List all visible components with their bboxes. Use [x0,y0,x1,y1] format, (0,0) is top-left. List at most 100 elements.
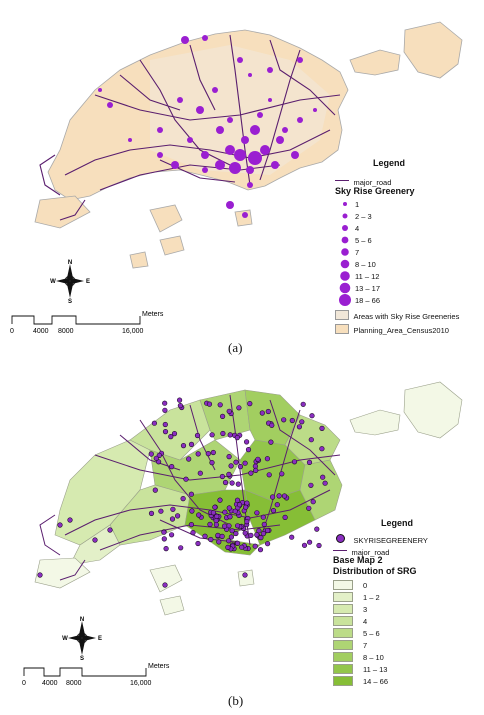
sky-rise-greenery-point [234,149,246,161]
caption-a: (a) [228,340,243,355]
skyrisegreenery-point [219,473,225,480]
skyrisegreenery-point [163,546,169,552]
compass-west-label: W [50,279,56,285]
graduated-circle-symbol [341,248,349,256]
skyrisegreenery-point [291,459,298,465]
color-swatch [333,640,353,650]
skyrisegreenery-point [107,527,113,533]
sky-rise-greenery-point [237,57,243,63]
skyrisegreenery-point [217,497,223,503]
skyrisegreenery-point [217,402,223,408]
skyrisegreenery-point [161,536,167,542]
skyrisegreenery-point [296,424,303,430]
scale-bar-a: Meters 0 4000 8000 16,000 [10,311,164,335]
southern-island [159,235,185,256]
legend-classes: 1 2 – 3 4 5 – 6 7 8 – 10 11 – 12 13 – 17 18 – 66 [335,198,484,306]
skyrisegreenery-point [260,531,267,537]
point-symbol [336,534,345,544]
graduated-circle-symbol [343,202,347,206]
planning-area-polygon [34,557,91,589]
skyrisegreenery-point [67,517,73,523]
sky-rise-greenery-point [201,151,209,159]
skyrisegreenery-point [189,508,195,514]
major-roads [39,34,341,221]
legend-class-label: 18 – 66 [355,295,381,305]
skyrisegreenery-point [226,538,232,544]
skyrisegreenery-point [152,487,158,493]
skyrisegreenery-point [264,456,271,462]
sky-rise-greenery-point [216,126,224,134]
compass-north-label: N [80,617,84,623]
sky-rise-greenery-point [227,117,233,123]
color-swatch [333,652,353,662]
skyrisegreenery-point [227,432,233,438]
graduated-circle-symbol [340,259,350,269]
scale-tick-16000: 16,000 [122,328,144,335]
legend-title: Legend [373,158,406,168]
sky-rise-greenery-point [128,138,132,142]
skyrisegreenery-point [162,428,169,435]
sky-rise-greenery-point [215,160,225,170]
legend-class-label: 11 – 12 [355,271,380,281]
legend-class-item: 4 [335,222,484,234]
legend-class-label: 0 [363,580,368,590]
scale-bar-b: Meters 0 4000 8000 16,000 [22,663,170,687]
sky-rise-greenery-point [260,145,270,155]
skyrisegreenery-point [222,509,228,515]
skyrisegreenery-point [322,480,328,486]
skyrisegreenery-point [236,405,242,411]
road-line [269,39,336,116]
road-line [94,94,341,121]
scale-tick-16000: 16,000 [130,680,152,687]
skyrisegreenery-point [232,508,238,514]
skyrisegreenery-point [225,544,231,550]
scale-tick-4000: 4000 [42,680,58,687]
legend-class-item: 1 [335,198,484,210]
legend-class-item: 0 [333,579,483,591]
compass-west-label: W [62,636,68,642]
sky-rise-greenery-point [268,98,272,102]
skyrisegreenery-point [233,459,239,465]
skyrisegreenery-point [254,532,260,538]
legend-class-item: 8 – 10 [335,258,484,270]
skyrisegreenery-point [188,441,195,447]
skyrisegreenery-point [281,417,287,423]
legend-class-label: 8 – 10 [363,652,384,662]
sky-rise-greenery-point [229,162,241,174]
legend-title: Legend [381,518,414,528]
planning-area-polygon [149,564,183,593]
skyrisegreenery-point [228,534,234,540]
compass-east-label: E [98,636,102,642]
skyrisegreenery-point [307,539,313,545]
legend-class-label: 7 [355,247,360,257]
graduated-circle-symbol [339,294,351,306]
color-swatch [333,616,353,626]
legend-class-label: 2 – 3 [355,211,372,221]
legend-class-item: 4 [333,615,483,627]
sky-rise-greenery-point [242,212,248,218]
skyrisegreenery-point [180,496,186,502]
skyrisegreenery-point [265,527,271,534]
skyrisegreenery-point [158,508,164,514]
sky-rise-greenery-point [202,35,208,41]
skyrisegreenery-point [162,421,168,428]
skyrisegreenery-point [169,532,175,538]
skyrisegreenery-point [234,434,240,441]
sky-rise-greenery-point [157,152,163,158]
area-label: Areas with Sky Rise Greeneries [353,312,460,321]
skyrisegreenery-point [266,472,272,478]
sky-rise-greenery-point [247,182,253,188]
sky-rise-greenery-point [313,108,317,112]
sky-rise-greenery-point [225,145,235,155]
skyrisegreenery-point [215,532,221,538]
sky-rise-greenery-point [250,125,260,135]
road-line [119,74,181,111]
skyrisegreenery-point [319,446,325,452]
sky-rise-greenery-point [181,36,189,44]
planning-area-polygon [159,595,185,616]
skyrisegreenery-point [175,513,181,519]
legend-class-label: 13 – 17 [355,283,381,293]
legend-class-item: 2 – 3 [335,210,484,222]
skyrisegreenery-point [255,456,261,462]
sky-rise-greenery-point [107,102,113,108]
